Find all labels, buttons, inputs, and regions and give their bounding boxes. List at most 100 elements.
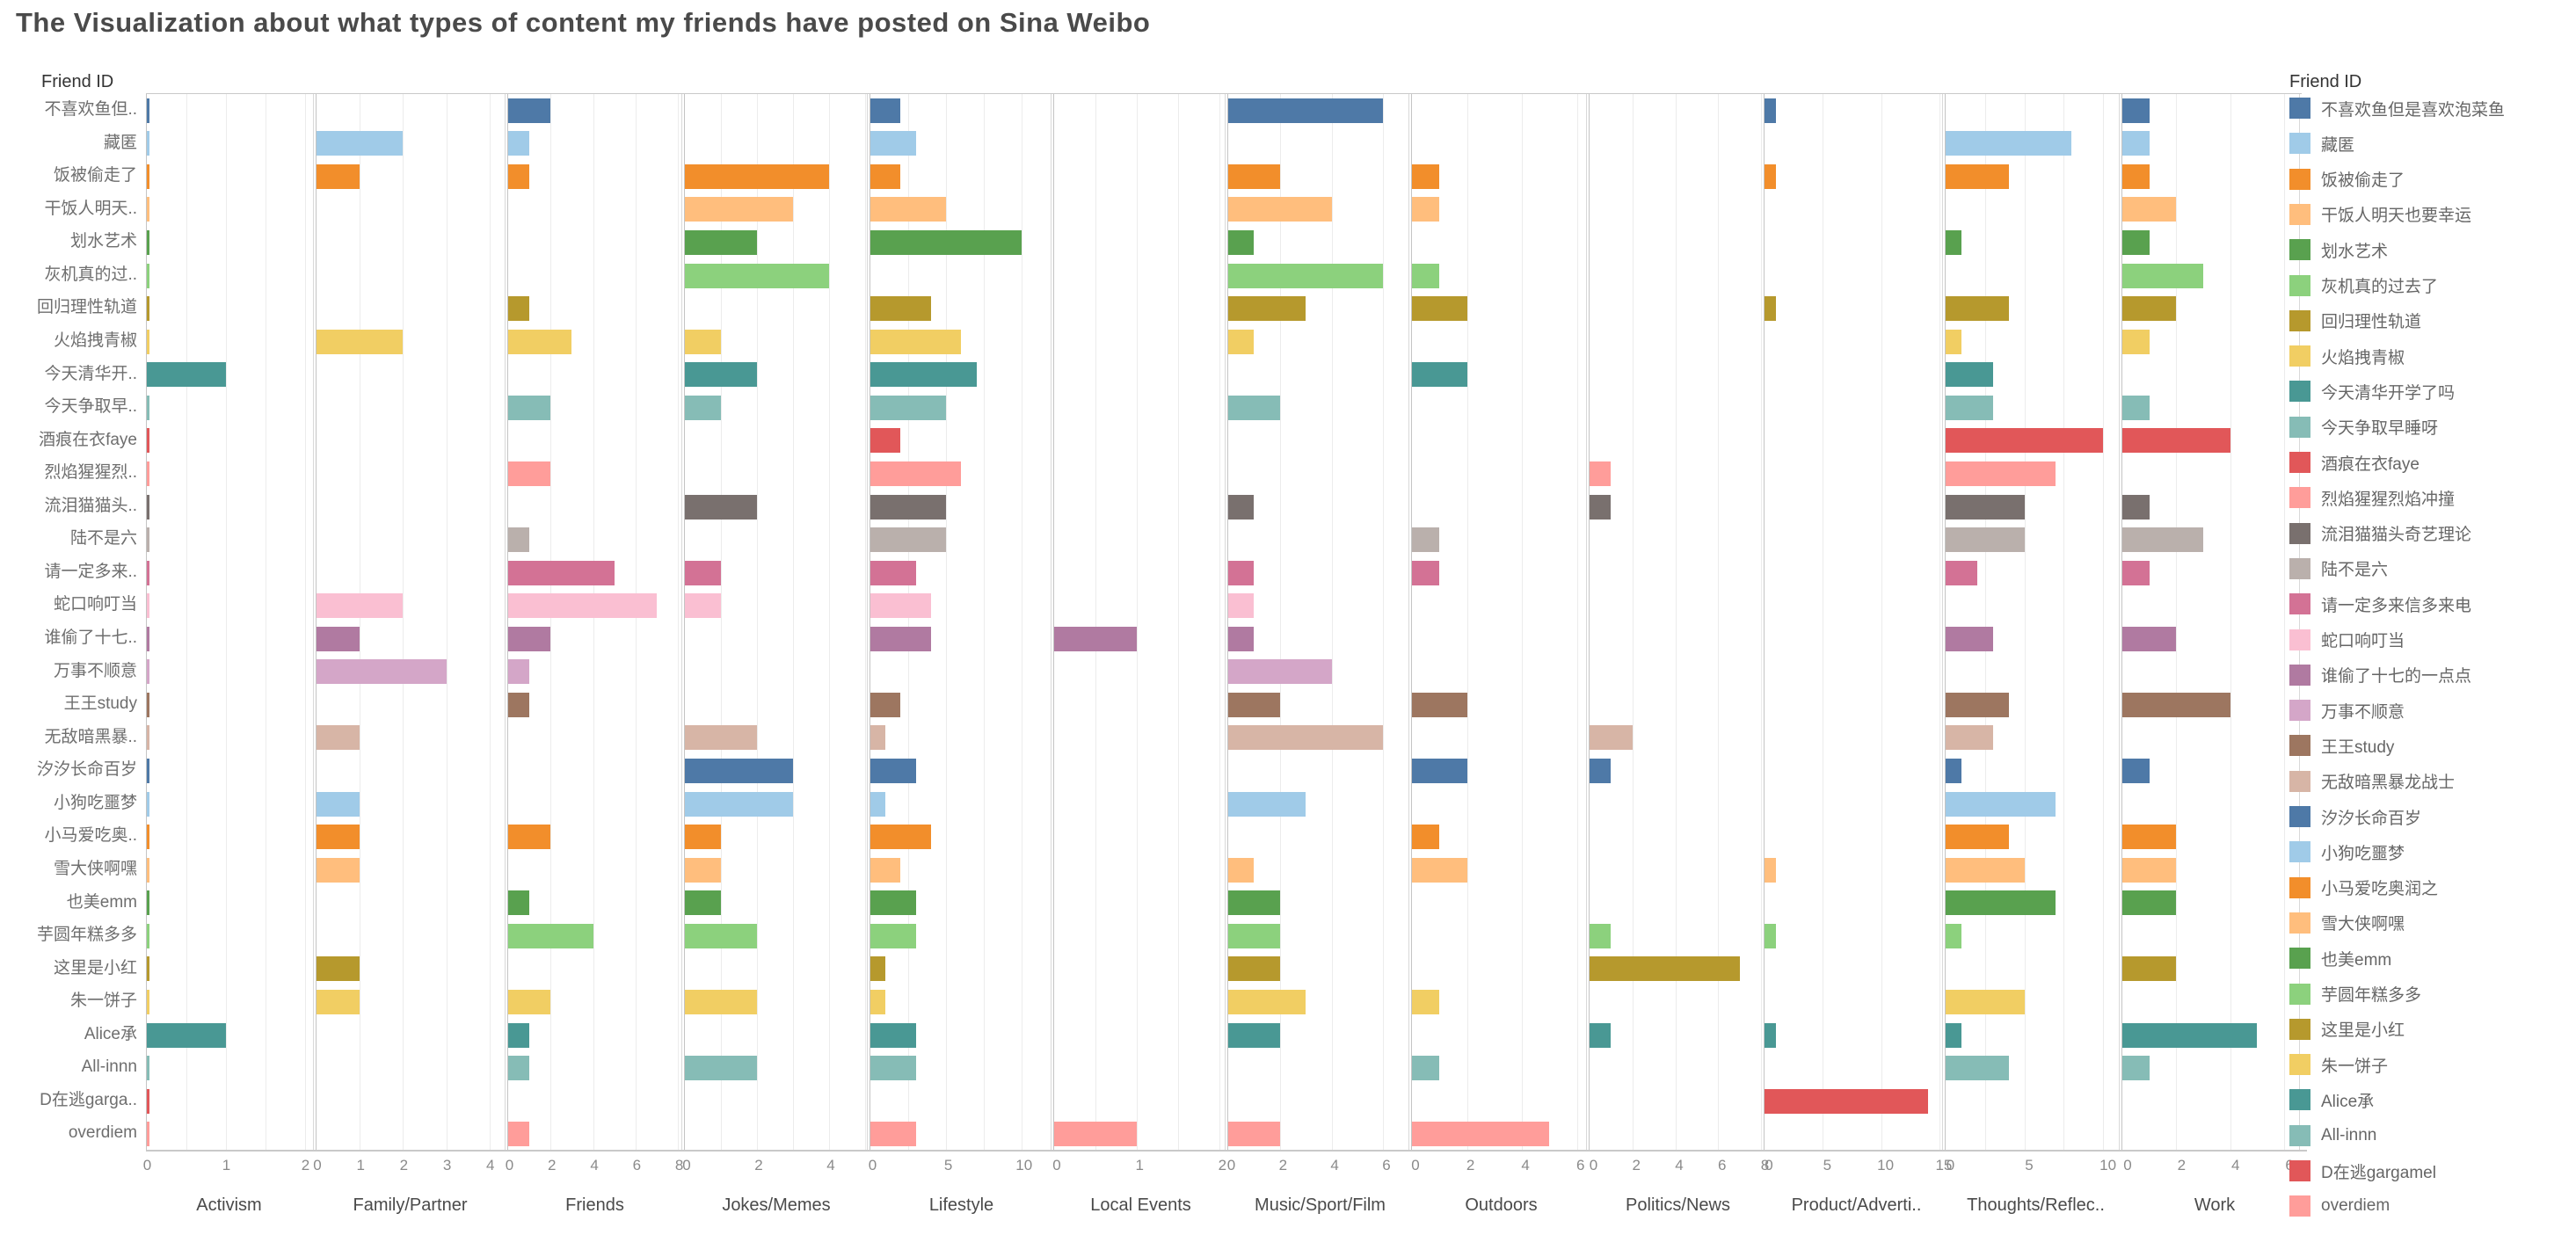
bar[interactable] bbox=[685, 923, 757, 948]
row-label[interactable]: 汐汐长命百岁 bbox=[36, 760, 137, 780]
bar[interactable] bbox=[1228, 659, 1332, 685]
bar[interactable] bbox=[1228, 560, 1255, 585]
bar[interactable] bbox=[1946, 791, 2056, 817]
bar[interactable] bbox=[2122, 759, 2150, 784]
bar[interactable] bbox=[685, 890, 721, 916]
bar[interactable] bbox=[870, 98, 901, 123]
legend-item[interactable]: All-innn bbox=[2289, 1124, 2376, 1147]
bar[interactable] bbox=[317, 163, 360, 189]
bar[interactable] bbox=[685, 1056, 757, 1081]
bar[interactable] bbox=[2122, 494, 2150, 520]
legend-item[interactable]: 这里是小红 bbox=[2289, 1018, 2405, 1041]
legend-item[interactable]: 今天清华开学了吗 bbox=[2289, 380, 2455, 403]
bar[interactable] bbox=[1412, 857, 1467, 883]
bar[interactable] bbox=[1228, 98, 1384, 123]
legend-item[interactable]: 汐汐长命百岁 bbox=[2289, 805, 2421, 828]
bar[interactable] bbox=[1590, 461, 1612, 486]
bar[interactable] bbox=[1228, 1122, 1280, 1147]
bar[interactable] bbox=[508, 659, 530, 685]
row-label[interactable]: 今天争取早.. bbox=[44, 397, 137, 417]
bar[interactable] bbox=[2122, 329, 2150, 354]
bar[interactable] bbox=[1590, 923, 1612, 948]
row-label[interactable]: 小狗吃噩梦 bbox=[53, 793, 137, 812]
legend-item[interactable]: 请一定多来信多来电 bbox=[2289, 592, 2471, 615]
bar[interactable] bbox=[2122, 263, 2204, 288]
bar[interactable] bbox=[147, 395, 149, 420]
row-label[interactable]: 不喜欢鱼但.. bbox=[44, 100, 137, 119]
bar[interactable] bbox=[1946, 1022, 1961, 1048]
bar[interactable] bbox=[317, 329, 404, 354]
bar[interactable] bbox=[1765, 1022, 1777, 1048]
bar[interactable] bbox=[1946, 923, 1961, 948]
bar[interactable] bbox=[685, 263, 829, 288]
bar[interactable] bbox=[1228, 725, 1384, 751]
bar[interactable] bbox=[685, 593, 721, 619]
bar[interactable] bbox=[147, 791, 149, 817]
bar[interactable] bbox=[508, 989, 551, 1014]
bar[interactable] bbox=[1946, 1056, 2009, 1081]
bar[interactable] bbox=[2122, 560, 2150, 585]
bar[interactable] bbox=[147, 163, 149, 189]
bar[interactable] bbox=[508, 163, 530, 189]
bar[interactable] bbox=[317, 989, 360, 1014]
bar[interactable] bbox=[870, 989, 886, 1014]
bar[interactable] bbox=[147, 494, 149, 520]
row-label[interactable]: D在逃garga.. bbox=[40, 1090, 137, 1109]
row-label[interactable]: 酒痕在衣faye bbox=[39, 430, 137, 449]
row-label[interactable]: 王王study bbox=[63, 694, 137, 714]
bar[interactable] bbox=[1946, 131, 2072, 156]
row-label[interactable]: 蛇口响叮当 bbox=[53, 595, 137, 614]
bar[interactable] bbox=[2122, 131, 2150, 156]
bar[interactable] bbox=[508, 527, 530, 553]
bar[interactable] bbox=[2122, 230, 2150, 256]
bar[interactable] bbox=[870, 395, 947, 420]
bar[interactable] bbox=[870, 825, 931, 850]
legend-item[interactable]: 藏匿 bbox=[2289, 132, 2354, 155]
legend-item[interactable]: 王王study bbox=[2289, 734, 2394, 757]
bar[interactable] bbox=[508, 890, 530, 916]
bar[interactable] bbox=[1946, 329, 1961, 354]
bar[interactable] bbox=[147, 362, 226, 388]
bar[interactable] bbox=[1946, 890, 2056, 916]
bar[interactable] bbox=[1412, 1122, 1550, 1147]
bar[interactable] bbox=[685, 395, 721, 420]
bar[interactable] bbox=[870, 725, 886, 751]
bar[interactable] bbox=[870, 1056, 916, 1081]
bar[interactable] bbox=[685, 791, 793, 817]
row-label[interactable]: 万事不顺意 bbox=[53, 661, 137, 680]
bar[interactable] bbox=[870, 759, 916, 784]
bar[interactable] bbox=[1946, 230, 1961, 256]
bar[interactable] bbox=[1228, 989, 1306, 1014]
bar[interactable] bbox=[508, 1022, 530, 1048]
bar[interactable] bbox=[1590, 956, 1740, 982]
bar[interactable] bbox=[147, 1022, 226, 1048]
legend-item[interactable]: 饭被偷走了 bbox=[2289, 168, 2405, 191]
bar[interactable] bbox=[1412, 163, 1440, 189]
row-label[interactable]: 这里是小红 bbox=[53, 958, 137, 977]
legend-item[interactable]: 蛇口响叮当 bbox=[2289, 628, 2405, 651]
bar[interactable] bbox=[1590, 759, 1612, 784]
bar[interactable] bbox=[1228, 395, 1280, 420]
bar[interactable] bbox=[1228, 593, 1255, 619]
legend-item[interactable]: 芋圆年糕多多 bbox=[2289, 983, 2421, 1006]
legend-item[interactable]: D在逃gargamel bbox=[2289, 1159, 2436, 1182]
bar[interactable] bbox=[147, 230, 149, 256]
bar[interactable] bbox=[147, 428, 149, 454]
bar[interactable] bbox=[2122, 890, 2177, 916]
row-label[interactable]: 饭被偷走了 bbox=[53, 166, 137, 185]
bar[interactable] bbox=[1946, 989, 2025, 1014]
bar[interactable] bbox=[685, 494, 757, 520]
bar[interactable] bbox=[508, 825, 551, 850]
bar[interactable] bbox=[1412, 362, 1467, 388]
bar[interactable] bbox=[1228, 956, 1280, 982]
bar[interactable] bbox=[1946, 163, 2009, 189]
bar[interactable] bbox=[1590, 494, 1612, 520]
legend-item[interactable]: 划水艺术 bbox=[2289, 238, 2388, 261]
bar[interactable] bbox=[1765, 98, 1777, 123]
legend-item[interactable]: Alice承 bbox=[2289, 1088, 2374, 1111]
bar[interactable] bbox=[147, 527, 149, 553]
legend-item[interactable]: 谁偷了十七的一点点 bbox=[2289, 664, 2471, 687]
bar[interactable] bbox=[317, 659, 447, 685]
bar[interactable] bbox=[1946, 296, 2009, 322]
bar[interactable] bbox=[1412, 197, 1440, 222]
